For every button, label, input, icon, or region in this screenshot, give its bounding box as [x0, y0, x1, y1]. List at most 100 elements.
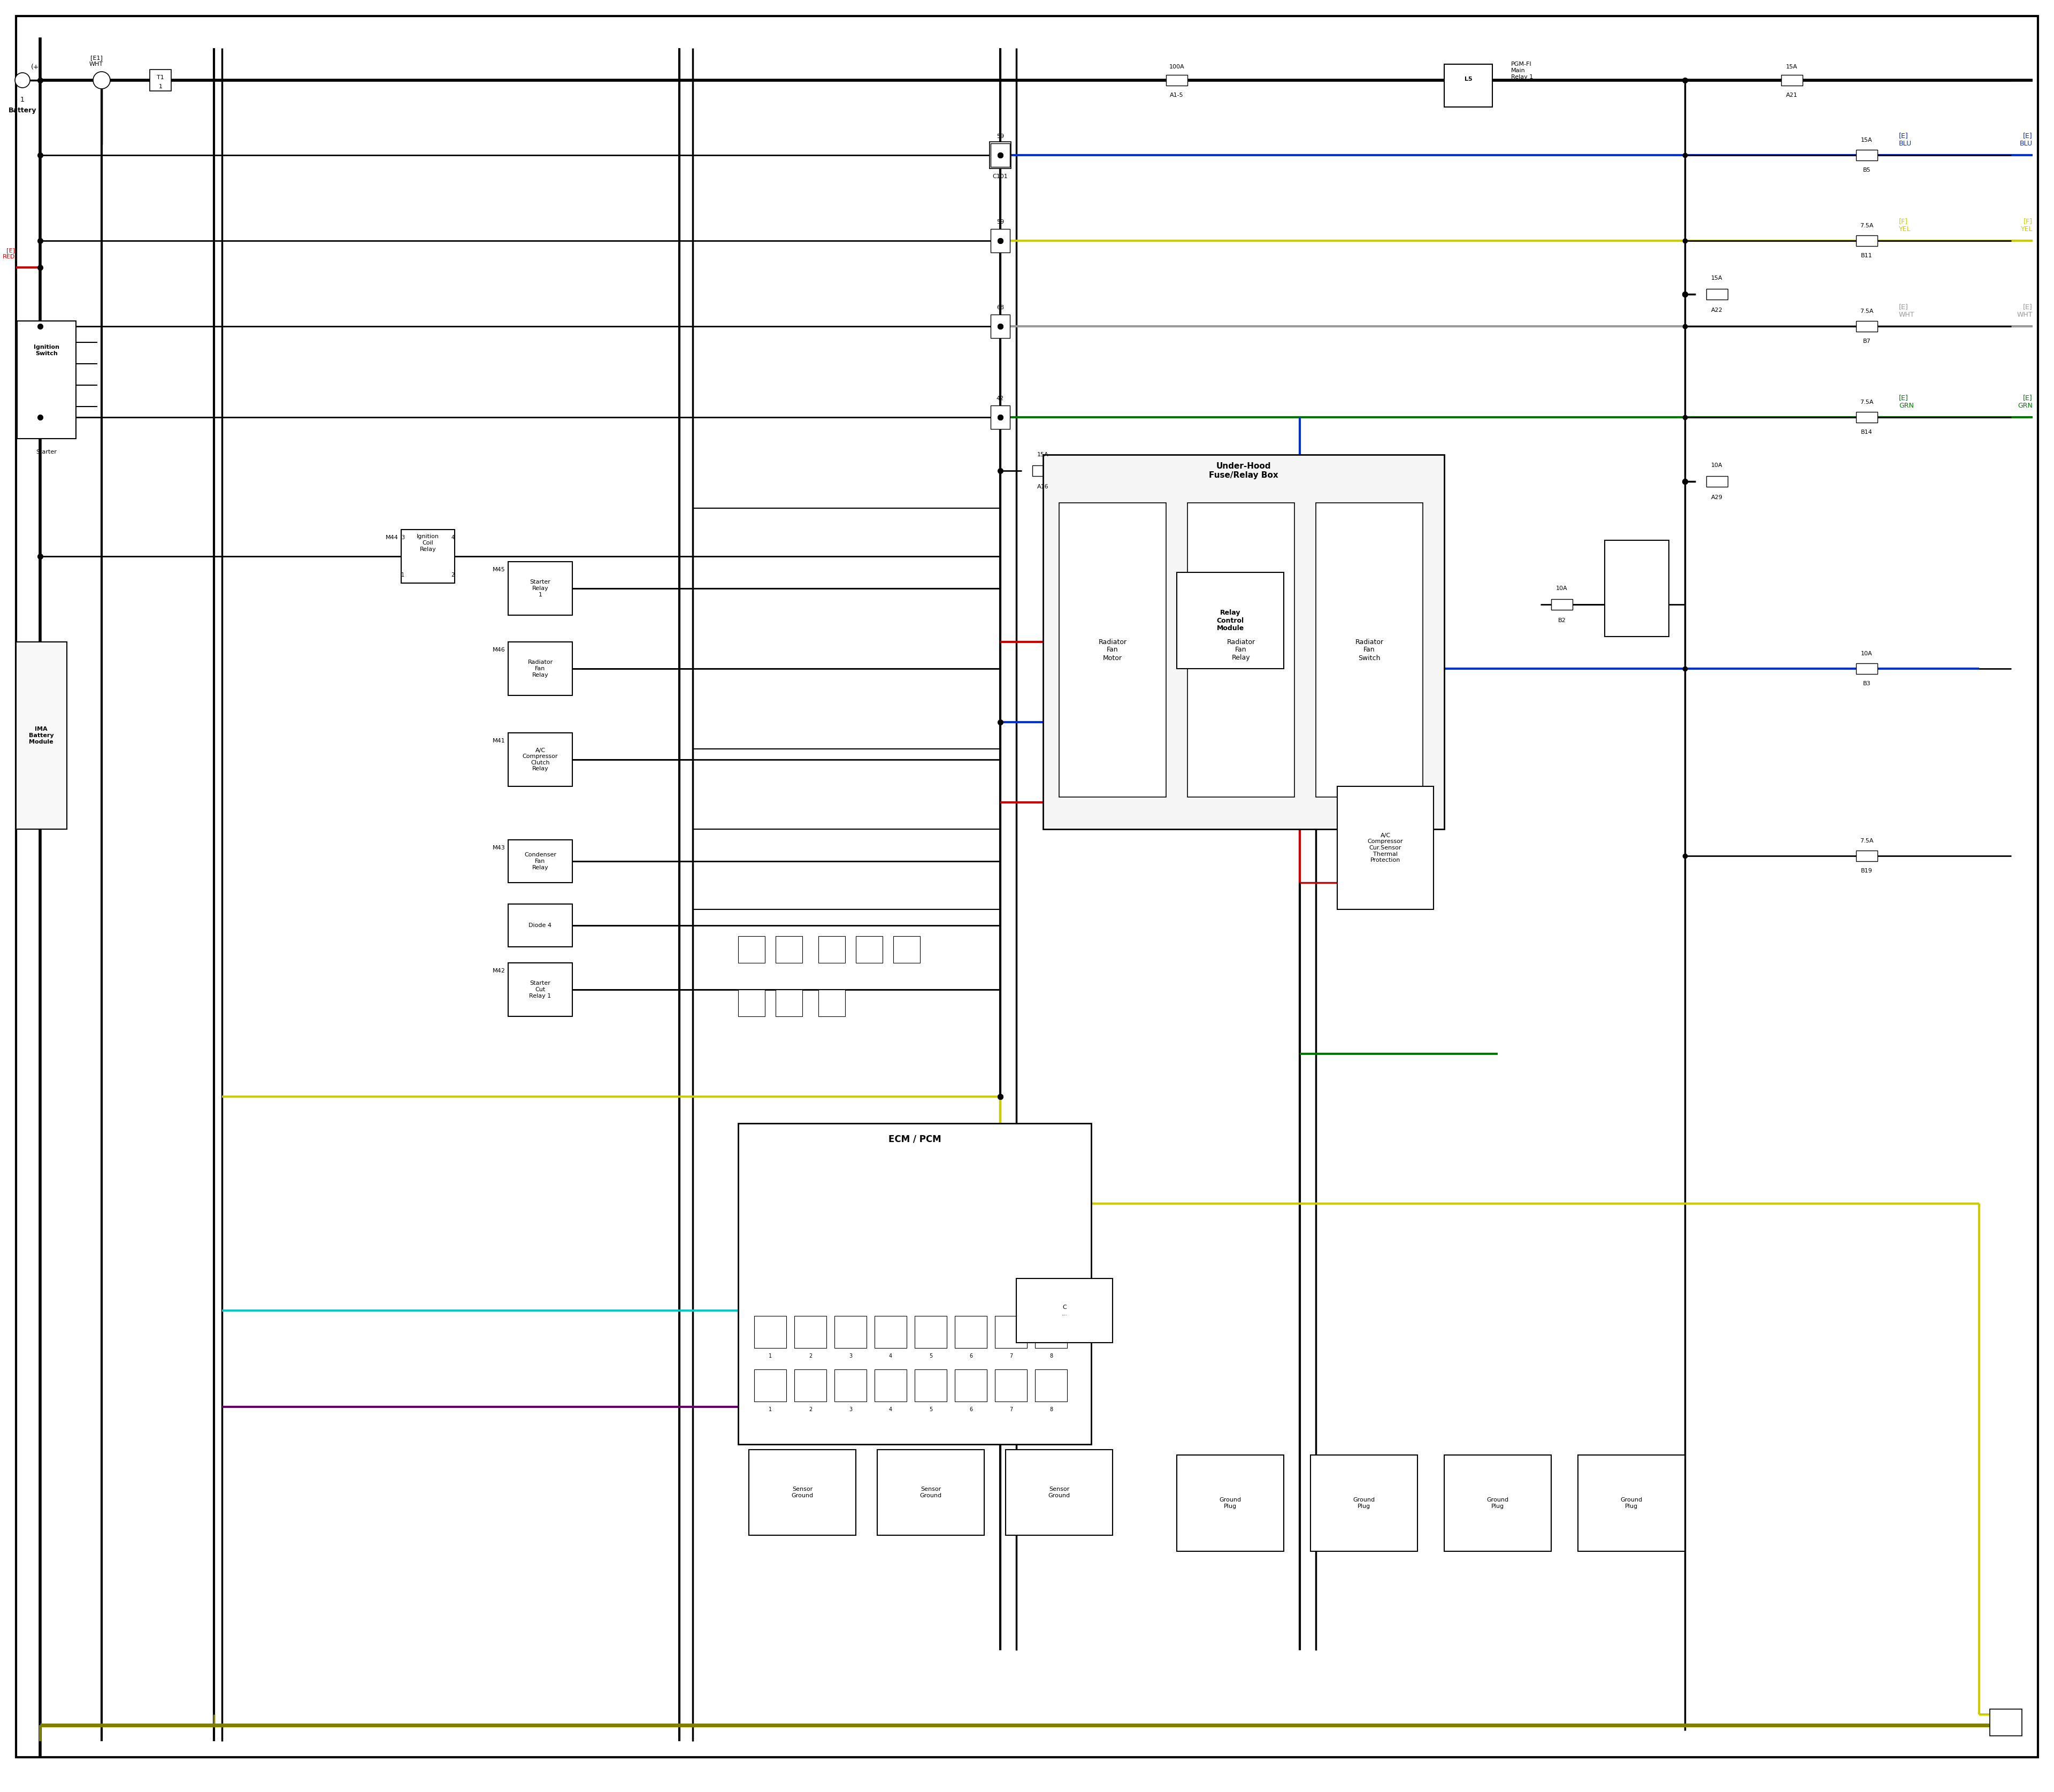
Bar [507, 642, 573, 695]
Bar [992, 315, 1009, 337]
Bar [1857, 663, 1877, 674]
Text: Ignition
Switch: Ignition Switch [33, 344, 60, 357]
Text: 10A: 10A [1711, 462, 1723, 468]
Bar [16, 321, 76, 439]
Bar [737, 935, 764, 962]
Bar [1317, 504, 1423, 797]
Text: M41: M41 [493, 738, 505, 744]
Bar [1857, 851, 1877, 862]
Text: 3: 3 [401, 536, 405, 539]
Text: Radiator
Fan
Relay: Radiator Fan Relay [1226, 638, 1255, 661]
Text: B7: B7 [1863, 339, 1871, 344]
Bar [1857, 235, 1877, 246]
Text: Diode 4: Diode 4 [528, 923, 553, 928]
Text: Ground
Plug: Ground Plug [1487, 1498, 1510, 1509]
Text: C
...: C ... [1062, 1305, 1068, 1317]
Text: [E]
WHT: [E] WHT [2017, 303, 2033, 319]
Text: Under-Hood
Fuse/Relay Box: Under-Hood Fuse/Relay Box [1210, 462, 1278, 480]
Text: 8: 8 [1050, 1407, 1054, 1412]
Circle shape [92, 72, 111, 90]
Bar [817, 989, 844, 1016]
Bar [737, 989, 764, 1016]
Text: [E]
RED: [E] RED [2, 247, 14, 260]
Text: 3: 3 [848, 1353, 852, 1358]
Bar [1177, 572, 1284, 668]
Text: Sensor
Ground: Sensor Ground [1048, 1487, 1070, 1498]
Bar [1990, 1710, 2021, 1736]
Bar [507, 733, 573, 787]
Bar [16, 642, 68, 830]
Text: 10A: 10A [1557, 586, 1567, 591]
Text: B2: B2 [1557, 618, 1565, 624]
Bar [507, 561, 573, 615]
Text: Starter
Relay
1: Starter Relay 1 [530, 579, 550, 597]
Bar [1444, 1455, 1551, 1552]
Text: B11: B11 [1861, 253, 1873, 258]
Bar [737, 1124, 1091, 1444]
Bar [776, 935, 803, 962]
Bar [1035, 1369, 1068, 1401]
Text: 59: 59 [996, 134, 1004, 140]
Bar [1604, 539, 1668, 636]
Text: [E]
GRN: [E] GRN [2017, 394, 2033, 409]
Bar [1857, 151, 1877, 161]
Bar [776, 989, 803, 1016]
Circle shape [14, 73, 31, 88]
Text: 4: 4 [452, 536, 454, 539]
Text: A22: A22 [1711, 308, 1723, 314]
Text: 4: 4 [889, 1407, 891, 1412]
Text: [F]
YEL: [F] YEL [1898, 217, 1910, 233]
Bar [817, 935, 844, 962]
Text: 15A: 15A [1037, 452, 1050, 457]
Bar [1043, 455, 1444, 830]
Text: B19: B19 [1861, 867, 1873, 873]
Text: Radiator
Fan
Switch: Radiator Fan Switch [1356, 638, 1384, 661]
Bar [1781, 75, 1803, 86]
Text: IMA
Battery
Module: IMA Battery Module [29, 726, 53, 744]
Bar [955, 1369, 986, 1401]
Text: Starter
Cut
Relay 1: Starter Cut Relay 1 [530, 980, 550, 998]
Text: 6: 6 [969, 1353, 972, 1358]
Text: 100A: 100A [1169, 65, 1185, 70]
Bar [1187, 504, 1294, 797]
Text: A16: A16 [1037, 484, 1050, 489]
Text: 1: 1 [21, 97, 25, 104]
Bar [875, 1315, 906, 1348]
Bar [754, 1315, 787, 1348]
Bar [507, 962, 573, 1016]
Bar [877, 1450, 984, 1536]
Text: Battery: Battery [8, 108, 37, 115]
Text: 1: 1 [768, 1407, 772, 1412]
Text: Starter: Starter [37, 450, 58, 455]
Text: A29: A29 [1711, 495, 1723, 500]
Bar [990, 142, 1011, 168]
Bar [992, 145, 1009, 167]
Text: Ground
Plug: Ground Plug [1354, 1498, 1374, 1509]
Bar [795, 1315, 826, 1348]
Bar [990, 315, 1011, 339]
Bar [914, 1369, 947, 1401]
Text: 1: 1 [401, 572, 405, 577]
Text: 2: 2 [809, 1353, 811, 1358]
Bar [750, 1450, 857, 1536]
Text: B5: B5 [1863, 167, 1871, 172]
Text: Ground
Plug: Ground Plug [1220, 1498, 1241, 1509]
Text: 1: 1 [158, 84, 162, 90]
Text: 7.5A: 7.5A [1861, 222, 1873, 228]
Bar [1857, 412, 1877, 423]
Bar [994, 1369, 1027, 1401]
Bar [875, 1369, 906, 1401]
Bar [992, 229, 1009, 251]
Text: M45: M45 [493, 566, 505, 572]
Text: M43: M43 [493, 846, 505, 851]
Bar [1551, 599, 1573, 609]
Bar [1577, 1455, 1684, 1552]
Bar [990, 405, 1011, 428]
Bar [834, 1315, 867, 1348]
Text: 5: 5 [928, 1353, 933, 1358]
Text: 7.5A: 7.5A [1861, 839, 1873, 844]
Text: 7.5A: 7.5A [1861, 308, 1873, 314]
Bar [914, 1315, 947, 1348]
Text: B3: B3 [1863, 681, 1871, 686]
Text: 7: 7 [1009, 1407, 1013, 1412]
